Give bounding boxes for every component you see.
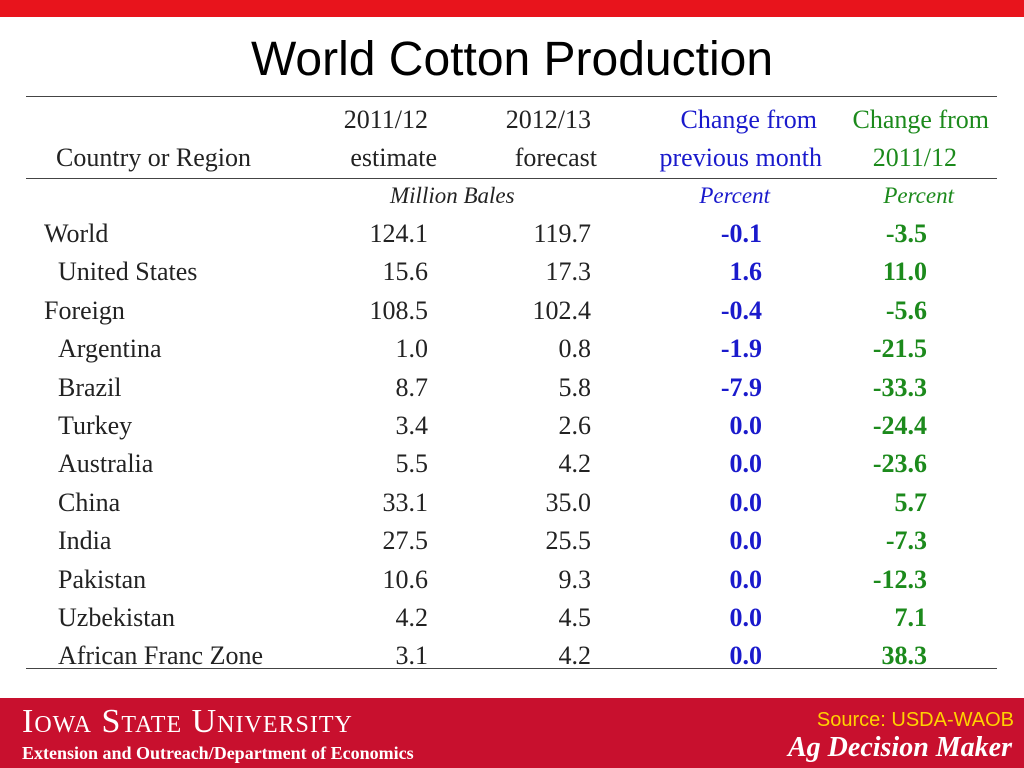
row-estimate-value: 10.6 xyxy=(382,565,429,594)
cotton-production-table: 2011/12 2012/13 Change from Change from … xyxy=(26,96,997,670)
row-forecast-value: 9.3 xyxy=(558,565,592,594)
row-forecast-value: 35.0 xyxy=(545,488,592,517)
row-region-name: African Franc Zone xyxy=(58,641,264,670)
row-change-month-value: 0.0 xyxy=(729,641,763,670)
footer-bar: Iowa State University Extension and Outr… xyxy=(0,698,1024,768)
row-estimate-value: 1.0 xyxy=(395,334,429,363)
brand-name: Ag Decision Maker xyxy=(788,732,1012,763)
row-region-name: China xyxy=(58,488,121,517)
table-bottom-rule xyxy=(26,668,997,669)
row-region-name: World xyxy=(44,219,109,248)
row-estimate-value: 3.4 xyxy=(395,411,429,440)
row-estimate-value: 4.2 xyxy=(395,603,429,632)
row-change-month-value: 0.0 xyxy=(729,449,763,478)
row-region-name: Argentina xyxy=(58,334,162,363)
table-top-rule xyxy=(26,96,997,97)
header-forecast-year: 2012/13 xyxy=(505,105,591,134)
header-region: Country or Region xyxy=(56,143,251,172)
header-change-month-line2: previous month xyxy=(659,143,823,172)
row-forecast-value: 17.3 xyxy=(545,257,592,286)
row-change-month-value: -7.9 xyxy=(720,373,762,402)
row-forecast-value: 5.8 xyxy=(558,373,592,402)
header-estimate-year: 2011/12 xyxy=(343,105,428,134)
row-estimate-value: 108.5 xyxy=(369,296,429,325)
row-change-year-value: -12.3 xyxy=(872,565,927,594)
row-change-year-value: -21.5 xyxy=(872,334,927,363)
row-change-month-value: 0.0 xyxy=(729,565,763,594)
header-estimate: estimate xyxy=(350,143,437,172)
source-citation: Source: USDA-WAOB xyxy=(816,709,1014,731)
row-change-year-value: 7.1 xyxy=(894,603,928,632)
slide-title: World Cotton Production xyxy=(250,33,774,86)
row-region-name: Foreign xyxy=(44,296,125,325)
row-change-month-value: 0.0 xyxy=(729,411,763,440)
row-forecast-value: 102.4 xyxy=(532,296,592,325)
row-change-year-value: 5.7 xyxy=(894,488,928,517)
row-estimate-value: 27.5 xyxy=(382,526,429,555)
header-change-month-line1: Change from xyxy=(680,105,817,134)
row-forecast-value: 2.6 xyxy=(558,411,592,440)
row-change-month-value: -0.1 xyxy=(720,219,762,248)
row-estimate-value: 3.1 xyxy=(395,641,429,670)
row-forecast-value: 4.5 xyxy=(558,603,592,632)
row-change-month-value: -0.4 xyxy=(720,296,762,325)
row-forecast-value: 4.2 xyxy=(558,641,592,670)
units-percent-month: Percent xyxy=(699,183,770,208)
row-forecast-value: 4.2 xyxy=(558,449,592,478)
header-forecast: forecast xyxy=(514,143,597,172)
row-region-name: Brazil xyxy=(58,373,122,402)
row-change-month-value: 0.0 xyxy=(729,488,763,517)
row-estimate-value: 5.5 xyxy=(395,449,429,478)
row-forecast-value: 0.8 xyxy=(558,334,592,363)
header-change-year-line2: 2011/12 xyxy=(872,143,957,172)
row-change-month-value: -1.9 xyxy=(720,334,762,363)
row-change-month-value: 0.0 xyxy=(729,526,763,555)
row-change-year-value: -24.4 xyxy=(872,411,927,440)
row-change-year-value: 11.0 xyxy=(882,257,927,286)
row-estimate-value: 15.6 xyxy=(382,257,429,286)
row-region-name: Australia xyxy=(58,449,154,478)
university-logo-text: Iowa State University xyxy=(22,703,353,740)
units-million-bales: Million Bales xyxy=(390,183,515,208)
row-region-name: Uzbekistan xyxy=(58,603,175,632)
department-name: Extension and Outreach/Department of Eco… xyxy=(22,743,414,763)
row-forecast-value: 25.5 xyxy=(545,526,592,555)
top-accent-bar xyxy=(0,0,1024,17)
row-region-name: Turkey xyxy=(58,411,133,440)
row-estimate-value: 33.1 xyxy=(382,488,429,517)
row-change-year-value: -23.6 xyxy=(872,449,927,478)
row-estimate-value: 124.1 xyxy=(369,219,429,248)
header-change-year-line1: Change from xyxy=(852,105,989,134)
units-percent-year: Percent xyxy=(883,183,954,208)
row-change-year-value: -3.5 xyxy=(885,219,927,248)
row-region-name: India xyxy=(58,526,112,555)
row-change-month-value: 0.0 xyxy=(729,603,763,632)
row-change-year-value: -7.3 xyxy=(885,526,927,555)
row-region-name: United States xyxy=(58,257,198,286)
row-region-name: Pakistan xyxy=(58,565,147,594)
row-change-year-value: -5.6 xyxy=(885,296,927,325)
table-header-rule xyxy=(26,178,997,179)
row-change-month-value: 1.6 xyxy=(729,257,763,286)
row-change-year-value: -33.3 xyxy=(872,373,927,402)
row-estimate-value: 8.7 xyxy=(395,373,429,402)
row-change-year-value: 38.3 xyxy=(881,641,928,670)
row-forecast-value: 119.7 xyxy=(533,219,591,248)
